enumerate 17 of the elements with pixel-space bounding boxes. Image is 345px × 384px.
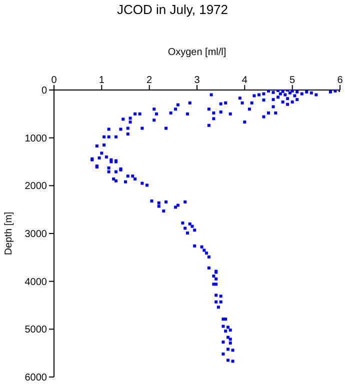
x-tick-label: 4 bbox=[242, 75, 248, 86]
y-axis-title: Depth [m] bbox=[4, 212, 15, 256]
x-tick-label: 1 bbox=[98, 75, 105, 86]
y-tick-label: 4000 bbox=[24, 276, 48, 288]
x-tick-label: 6 bbox=[337, 75, 344, 86]
x-axis-title: Oxygen [ml/l] bbox=[168, 47, 226, 58]
y-tick-label: 6000 bbox=[24, 372, 48, 384]
x-tick-label: 2 bbox=[146, 75, 153, 86]
y-tick-label: 1000 bbox=[24, 133, 48, 144]
y-tick-label: 3000 bbox=[24, 229, 48, 240]
x-tick-label: 3 bbox=[194, 75, 200, 86]
y-tick-label: 2000 bbox=[24, 181, 48, 192]
chart-title: JCOD in July, 1972 bbox=[116, 2, 230, 17]
y-tick-label: 0 bbox=[41, 86, 48, 97]
x-tick-label: 0 bbox=[51, 75, 58, 86]
x-tick-label: 5 bbox=[290, 75, 296, 86]
y-tick-label: 5000 bbox=[24, 324, 48, 336]
